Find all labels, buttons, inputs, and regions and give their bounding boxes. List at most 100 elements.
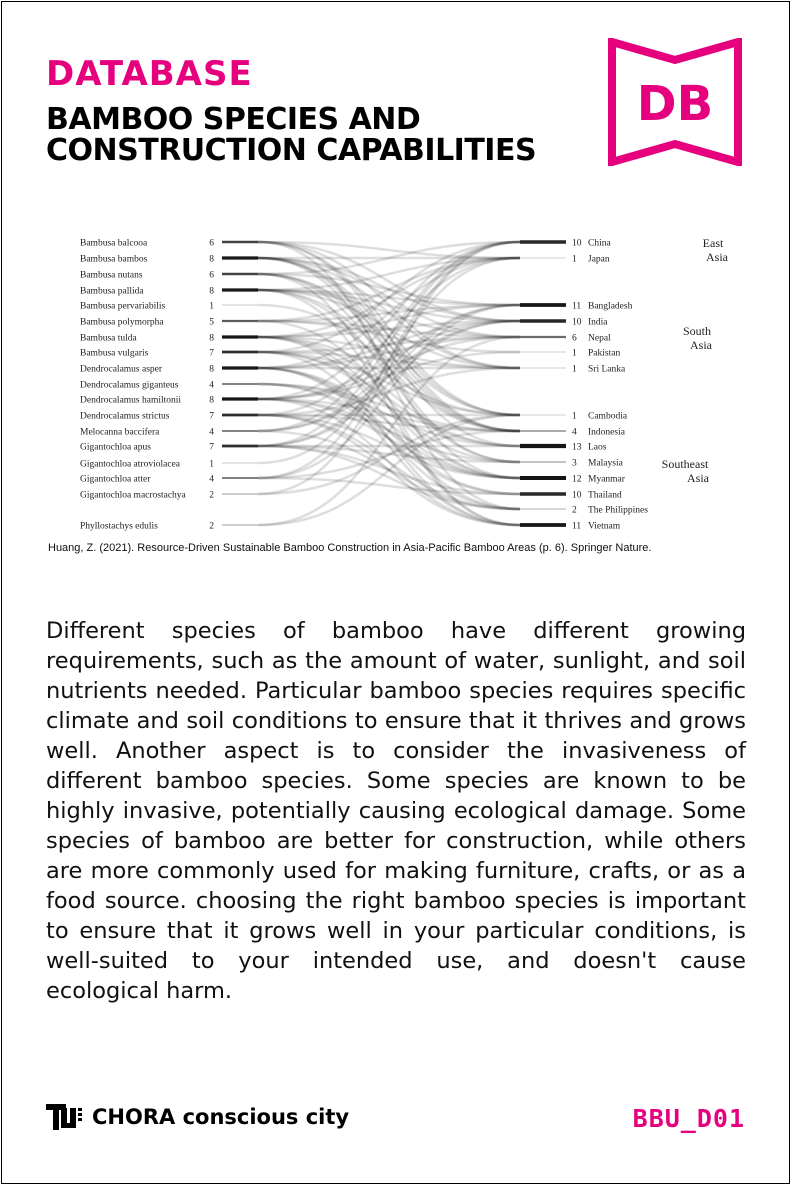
- flow-link: [257, 319, 521, 480]
- brand-name: CHORA conscious city: [92, 1105, 350, 1129]
- species-label: Bambusa pervariabilis: [80, 302, 166, 312]
- species-count: 1: [209, 460, 214, 470]
- flow-link: [257, 256, 521, 292]
- species-label: Phyllostachys edulis: [80, 522, 158, 532]
- flow-link: [257, 256, 521, 370]
- species-count: 7: [209, 349, 214, 359]
- flow-link: [257, 350, 521, 417]
- flow-link: [257, 240, 521, 276]
- flow-link: [257, 303, 521, 433]
- flow-link: [257, 366, 521, 417]
- region-label: South: [683, 324, 711, 338]
- footer-brand[interactable]: CHORA conscious city: [46, 1104, 349, 1130]
- flow-link: [257, 240, 521, 480]
- country-count: 1: [572, 349, 577, 359]
- species-label: Dendrocalamus giganteus: [80, 381, 179, 391]
- country-count: 11: [572, 522, 581, 532]
- country-count: 13: [572, 443, 582, 453]
- species-count: 2: [209, 491, 214, 501]
- country-count: 1: [572, 365, 577, 375]
- flow-link: [257, 335, 521, 417]
- species-label: Gigantochloa atter: [80, 475, 151, 485]
- species-count: 4: [209, 428, 214, 438]
- country-count: 12: [572, 475, 582, 485]
- country-label: Cambodia: [588, 412, 628, 422]
- flow-link: [257, 366, 521, 511]
- species-count: 7: [209, 443, 214, 453]
- country-label: Indonesia: [588, 428, 626, 438]
- flow-link: [257, 240, 521, 433]
- flow-link: [257, 256, 521, 339]
- species-label: Gigantochloa macrostachya: [80, 491, 187, 501]
- flow-link: [257, 303, 521, 448]
- flow-link: [257, 240, 521, 401]
- flow-link: [257, 319, 521, 401]
- species-label: Bambusa polymorpha: [80, 318, 164, 328]
- flow-link: [257, 240, 521, 260]
- flow-link: [257, 429, 521, 511]
- figure-caption: Huang, Z. (2021). Resource-Driven Sustai…: [48, 542, 652, 554]
- flow-link: [257, 366, 521, 527]
- species-count: 2: [209, 522, 214, 532]
- section-kicker: DATABASE: [46, 54, 253, 94]
- flow-link: [257, 335, 521, 448]
- flow-link: [257, 335, 521, 480]
- species-count: 8: [209, 365, 214, 375]
- flow-link: [257, 319, 521, 354]
- flow-link: [257, 256, 521, 417]
- flow-link: [257, 413, 521, 496]
- logo-text: DB: [637, 76, 713, 132]
- flow-link: [257, 382, 521, 448]
- species-label: Dendrocalamus asper: [80, 365, 163, 375]
- species-label: Bambusa nutans: [80, 271, 143, 281]
- flow-link: [257, 366, 521, 480]
- region-label: Asia: [690, 338, 713, 352]
- country-label: Vietnam: [588, 522, 621, 532]
- flow-link: [257, 303, 521, 433]
- flow-link: [257, 303, 521, 323]
- flow-link: [257, 444, 521, 511]
- flow-link: [257, 240, 521, 433]
- flow-link: [257, 382, 521, 480]
- region-label: East: [703, 236, 724, 250]
- flow-link: [257, 350, 521, 527]
- species-count: 8: [209, 287, 214, 297]
- species-label: Dendrocalamus strictus: [80, 412, 170, 422]
- country-count: 3: [572, 459, 577, 469]
- flow-link: [257, 444, 521, 496]
- flow-link: [257, 288, 521, 370]
- species-label: Bambusa pallida: [80, 287, 144, 297]
- flow-link: [257, 256, 521, 323]
- flow-link: [257, 319, 521, 433]
- country-count: 10: [572, 491, 582, 501]
- flow-link: [257, 240, 521, 496]
- flow-link: [257, 272, 521, 307]
- flow-link: [257, 256, 521, 480]
- species-label: Bambusa balcooa: [80, 239, 148, 249]
- species-count: 8: [209, 396, 214, 406]
- species-country-diagram: Bambusa balcooa 6 Bambusa bambos 8 Bambusa n…: [80, 236, 729, 532]
- country-count: 1: [572, 412, 577, 422]
- species-count: 4: [209, 475, 214, 485]
- flow-link: [257, 319, 521, 339]
- country-count: 6: [572, 334, 577, 344]
- flow-link: [257, 335, 521, 527]
- species-count: 1: [209, 302, 214, 312]
- species-label: Bambusa tulda: [80, 334, 138, 344]
- country-count: 1: [572, 255, 577, 265]
- flow-link: [257, 272, 521, 417]
- country-label: Myanmar: [588, 475, 626, 485]
- species-count: 7: [209, 412, 214, 422]
- flow-link: [257, 319, 521, 370]
- flow-link: [257, 240, 521, 370]
- flow-link: [257, 288, 521, 307]
- species-count: 6: [209, 239, 214, 249]
- species-count: 6: [209, 271, 214, 281]
- species-count: 4: [209, 381, 214, 391]
- flow-link: [257, 476, 521, 496]
- flow-link: [257, 319, 521, 448]
- flow-link: [257, 240, 521, 354]
- country-count: 10: [572, 239, 582, 249]
- flow-link: [257, 413, 521, 527]
